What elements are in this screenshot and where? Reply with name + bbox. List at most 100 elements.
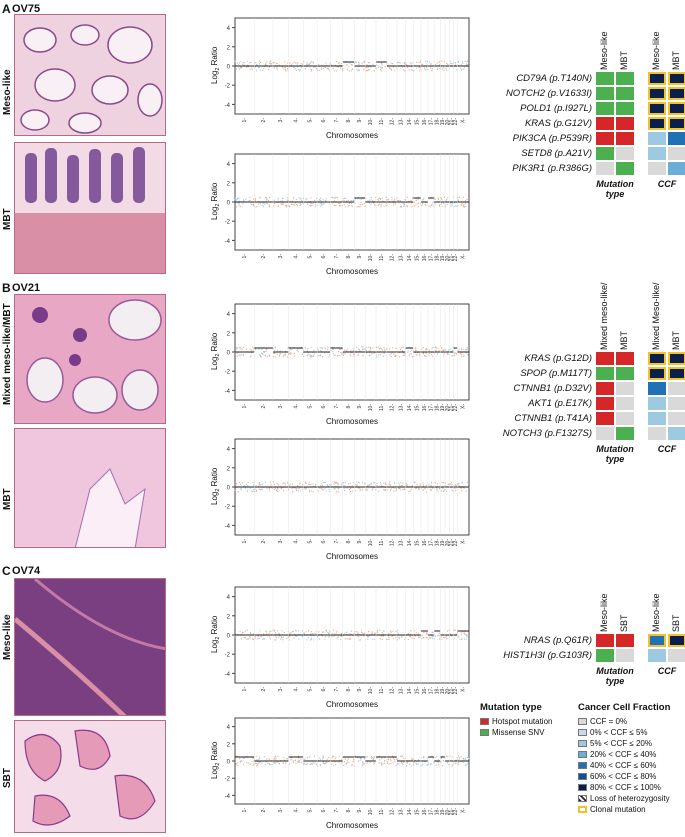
cn-point xyxy=(390,68,392,70)
mutation-type-cell xyxy=(596,87,614,100)
cn-point xyxy=(445,68,447,70)
cn-point xyxy=(262,202,264,204)
y-tick-label: 2 xyxy=(227,614,231,620)
cn-point xyxy=(350,487,352,489)
cn-point xyxy=(279,353,281,355)
cn-point xyxy=(368,355,370,357)
cn-point xyxy=(346,200,348,202)
cn-point xyxy=(338,202,340,204)
cn-point xyxy=(245,487,247,489)
cn-point xyxy=(284,70,286,72)
cn-point xyxy=(385,199,387,201)
cn-point xyxy=(466,348,468,350)
legend-swatch xyxy=(578,729,587,736)
cn-point xyxy=(447,353,449,355)
mutation-type-cell xyxy=(596,634,614,647)
cn-point xyxy=(322,762,325,764)
cn-point xyxy=(438,634,440,636)
cn-point xyxy=(370,482,372,484)
chromosome-tick-label: 19- xyxy=(440,687,446,695)
cn-point xyxy=(274,352,276,354)
cn-point xyxy=(256,755,258,757)
cn-point xyxy=(391,196,393,198)
cn-point xyxy=(434,203,437,205)
cn-point xyxy=(441,199,443,201)
cn-point xyxy=(387,759,389,761)
chromosome-tick-label: 4- xyxy=(293,404,299,409)
cn-point xyxy=(374,762,376,764)
cn-point xyxy=(442,205,444,207)
y-tick-label: -2 xyxy=(225,505,231,511)
cn-point xyxy=(413,638,415,640)
cn-point xyxy=(446,755,448,757)
cn-point xyxy=(446,638,448,640)
cn-point xyxy=(455,69,458,71)
cn-point xyxy=(359,757,361,759)
cn-point xyxy=(324,488,326,490)
cn-point xyxy=(252,203,254,206)
cn-point xyxy=(282,203,284,205)
y-axis-label-rest: Ratio xyxy=(210,182,219,203)
chromosome-tick-label: 15- xyxy=(415,808,421,816)
cn-point xyxy=(282,67,284,69)
cn-point xyxy=(258,348,260,350)
cn-point xyxy=(390,356,392,358)
cn-point xyxy=(252,205,254,207)
cn-point xyxy=(275,633,277,635)
cn-point xyxy=(463,68,465,70)
cn-point xyxy=(272,762,275,764)
cn-point xyxy=(339,755,341,757)
chromosome-tick-label: 21- xyxy=(449,539,455,547)
legend-label: 40% < CCF ≤ 60% xyxy=(590,761,657,770)
cn-point xyxy=(265,355,267,357)
cn-point xyxy=(466,481,468,483)
chromosome-tick-label: 3- xyxy=(278,254,284,259)
cn-point xyxy=(392,66,395,68)
cn-point xyxy=(359,639,361,641)
cn-point xyxy=(295,490,298,492)
cn-point xyxy=(308,489,310,491)
cn-point xyxy=(238,205,240,207)
cn-point xyxy=(270,62,272,64)
cn-point xyxy=(450,483,452,485)
legend-item: Hotspot mutation xyxy=(480,716,570,727)
cn-point xyxy=(457,350,459,352)
cn-point xyxy=(460,64,462,66)
cn-point xyxy=(340,762,342,764)
cn-point xyxy=(460,634,462,636)
chromosome-tick-label: 19- xyxy=(440,404,446,412)
cn-point xyxy=(237,202,239,204)
cn-point xyxy=(454,354,456,356)
cn-point xyxy=(430,63,432,66)
chromosome-tick-label: 4- xyxy=(293,118,299,123)
mutation-type-footer-line1: Mutation xyxy=(596,666,634,676)
cn-point xyxy=(263,68,265,70)
cn-point xyxy=(311,202,313,204)
chromosome-tick-label: 18- xyxy=(435,687,441,695)
cn-point xyxy=(426,636,428,638)
cn-point xyxy=(445,349,447,351)
y-axis-label: Log2 Ratio xyxy=(210,46,221,84)
cn-point xyxy=(431,348,433,350)
cn-point xyxy=(236,347,239,349)
cn-point xyxy=(451,481,453,483)
cn-point xyxy=(235,483,237,485)
cn-point xyxy=(379,638,381,640)
cn-point xyxy=(363,763,366,765)
cn-point xyxy=(324,67,326,69)
cn-point xyxy=(449,62,451,64)
cn-point xyxy=(388,639,390,641)
ccf-cell xyxy=(668,352,685,365)
cn-point xyxy=(400,482,402,484)
cn-point xyxy=(442,349,445,351)
cn-point xyxy=(436,68,438,71)
cn-point xyxy=(457,200,459,202)
cn-point xyxy=(382,355,384,358)
cn-point xyxy=(370,756,372,758)
ccf-cell xyxy=(648,382,666,395)
cn-point xyxy=(335,60,337,63)
cn-point xyxy=(315,68,317,70)
cn-point xyxy=(380,347,382,349)
x-axis-label: Chromosomes xyxy=(326,552,378,561)
cn-point xyxy=(439,61,441,63)
